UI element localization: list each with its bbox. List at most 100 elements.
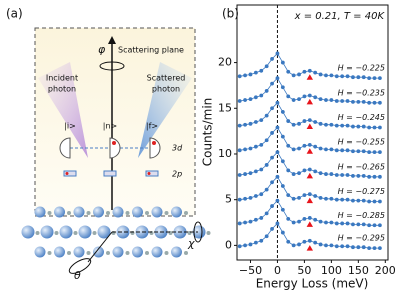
atom-small — [106, 211, 110, 215]
data-point — [253, 169, 258, 174]
theta-rotation — [68, 258, 92, 274]
data-point — [334, 173, 339, 177]
data-point — [291, 196, 296, 201]
core — [103, 170, 117, 177]
data-point — [361, 124, 366, 129]
atom — [116, 225, 130, 239]
data-point — [259, 192, 264, 197]
atom — [171, 206, 182, 218]
data-point — [237, 148, 242, 153]
data-point — [280, 134, 285, 139]
data-point — [264, 187, 269, 192]
data-point — [243, 122, 247, 127]
data-point — [264, 234, 269, 239]
data-point — [378, 223, 382, 228]
data-point — [291, 122, 296, 127]
y-tick-label: 15 — [218, 101, 232, 114]
data-point — [280, 110, 285, 114]
data-point — [361, 149, 366, 154]
data-point — [302, 239, 307, 244]
data-point — [302, 216, 307, 221]
data-point — [340, 173, 345, 177]
data-point — [318, 97, 323, 102]
electron — [147, 172, 151, 175]
data-point — [291, 147, 296, 152]
incident-label: Incident — [46, 74, 78, 83]
data-point — [270, 81, 274, 86]
atom-small — [47, 251, 52, 255]
data-point — [280, 85, 285, 90]
data-point — [351, 198, 355, 203]
plane-box — [34, 27, 196, 217]
data-point — [286, 119, 291, 123]
data-point — [248, 195, 253, 200]
atom-small — [35, 231, 40, 235]
data-point — [372, 246, 377, 251]
data-point — [286, 69, 291, 74]
data-point — [345, 148, 350, 153]
y-axis-title: Counts/min — [201, 98, 215, 167]
atom — [171, 246, 182, 258]
phi: φ — [98, 43, 106, 56]
data-point — [307, 216, 312, 220]
data-point — [329, 73, 334, 78]
data-point — [334, 123, 339, 128]
data-point — [275, 76, 280, 81]
data-point — [372, 199, 377, 204]
data-point — [297, 195, 301, 200]
data-point — [313, 144, 318, 149]
atom-small — [125, 251, 130, 255]
data-point — [297, 242, 301, 247]
data-point — [334, 99, 339, 103]
data-point — [280, 207, 285, 212]
atom-small — [164, 251, 169, 255]
data-point — [248, 72, 253, 77]
y-tick-label: 0 — [225, 238, 232, 251]
data-point — [270, 131, 274, 135]
data-point — [367, 174, 372, 179]
data-point — [367, 223, 372, 228]
series-label: H = −0.275 — [338, 187, 385, 196]
data-point — [297, 72, 301, 77]
plot-frame — [236, 4, 389, 261]
data-point — [340, 197, 345, 202]
data-point — [367, 76, 372, 81]
electron — [112, 141, 116, 145]
peak-marker — [306, 98, 314, 105]
data-point — [307, 192, 312, 197]
incident-label: photon — [48, 85, 76, 94]
data-point — [356, 198, 361, 203]
atom-small — [184, 211, 188, 215]
x-tick-label: −50 — [239, 264, 262, 277]
data-point — [302, 94, 307, 99]
data-point — [351, 75, 355, 80]
data-point — [243, 243, 247, 248]
data-point — [259, 167, 264, 172]
core — [63, 170, 77, 177]
data-point — [259, 216, 264, 220]
state: |f> — [146, 122, 158, 131]
atom — [132, 206, 143, 218]
data-point — [372, 223, 377, 228]
data-point — [329, 98, 334, 102]
atom — [151, 246, 163, 258]
data-point — [270, 227, 274, 231]
data-point — [334, 74, 339, 79]
data-point — [275, 100, 280, 105]
scattered-beam — [138, 62, 192, 158]
data-point — [367, 246, 372, 251]
data-point — [351, 124, 355, 129]
data-point — [313, 70, 318, 75]
panel-label: (a) — [6, 7, 23, 21]
series-label: H = −0.225 — [338, 64, 385, 73]
data-point — [253, 217, 258, 222]
data-point — [345, 197, 350, 202]
data-point — [275, 150, 280, 155]
atom — [59, 225, 73, 239]
data-point — [280, 60, 285, 65]
data-point — [253, 70, 258, 75]
data-point — [275, 174, 280, 179]
atom-small — [145, 211, 149, 215]
data-point — [307, 238, 312, 243]
data-point — [345, 221, 350, 226]
